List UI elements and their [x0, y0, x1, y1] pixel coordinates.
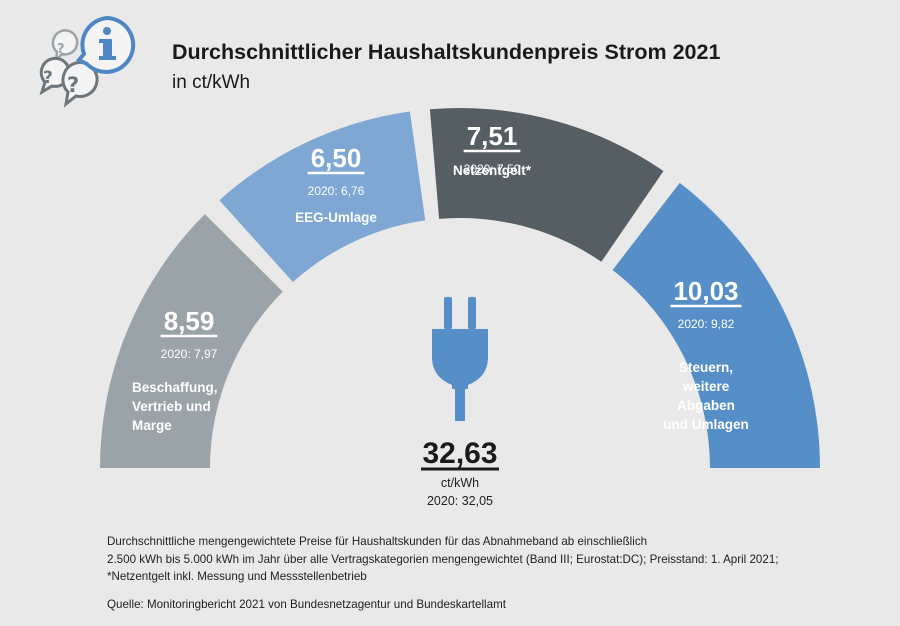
- segment-3: [429, 108, 664, 262]
- segment-2: [219, 111, 426, 283]
- segment-4-label-line-2: weitere: [682, 379, 730, 394]
- segment-3-prev-year: 2020: 7,50: [464, 162, 521, 176]
- segment-4: [612, 182, 820, 469]
- segment-4-label-line-4: und Umlagen: [663, 417, 749, 432]
- svg-text:?: ?: [57, 42, 65, 57]
- total-prev-year: 2020: 32,05: [427, 494, 493, 508]
- segment-4-value: 10,03: [673, 276, 738, 306]
- total-group: 32,63 ct/kWh 2020: 32,05: [421, 437, 499, 508]
- footnote-line-3: *Netzentgelt inkl. Messung und Messstell…: [107, 570, 367, 583]
- svg-text:?: ?: [43, 68, 53, 88]
- total-value: 32,63: [422, 437, 497, 470]
- segment-3-value: 7,51: [467, 121, 518, 151]
- segment-2-label-line-1: EEG-Umlage: [295, 210, 377, 225]
- chart-title: Durchschnittlicher Haushaltskundenpreis …: [172, 40, 721, 64]
- segment-2-value: 6,50: [311, 143, 362, 173]
- segment-2-prev-year: 2020: 6,76: [308, 184, 365, 198]
- segment-1: [100, 214, 283, 468]
- segment-1-label-line-1: Beschaffung,: [132, 380, 218, 395]
- segment-1-prev-year: 2020: 7,97: [161, 347, 218, 361]
- segment-1-label-line-2: Vertrieb und: [132, 399, 211, 414]
- plug-icon: [432, 297, 488, 421]
- chart-subtitle: in ct/kWh: [172, 72, 251, 93]
- total-unit: ct/kWh: [441, 476, 479, 490]
- svg-text:?: ?: [67, 73, 79, 97]
- segment-4-label-line-1: Steuern,: [679, 360, 733, 375]
- info-speech-bubbles-icon: ? ? ?: [39, 15, 136, 108]
- source-note: Quelle: Monitoringbericht 2021 von Bunde…: [107, 598, 506, 611]
- segment-1-label-line-3: Marge: [132, 418, 172, 433]
- labels-layer: 8,59 2020: 7,97 Beschaffung, Vertrieb und Ma…: [132, 121, 749, 433]
- header: ? ? ? Durchschnittlicher Haushaltskunden…: [0, 0, 900, 120]
- footnote-line-2: 2.500 kWh bis 5.000 kWh im Jahr über all…: [107, 552, 779, 566]
- footnotes: Durchschnittliche mengengewichtete Preis…: [107, 533, 779, 586]
- segments-layer: [100, 108, 820, 469]
- segment-3-label-line-1: Netzentgelt*: [453, 163, 532, 178]
- footnote-line-1: Durchschnittliche mengengewichtete Preis…: [107, 535, 648, 548]
- segment-4-label-line-3: Abgaben: [677, 398, 735, 413]
- segment-1-value: 8,59: [164, 306, 215, 336]
- segment-4-prev-year: 2020: 9,82: [678, 317, 735, 331]
